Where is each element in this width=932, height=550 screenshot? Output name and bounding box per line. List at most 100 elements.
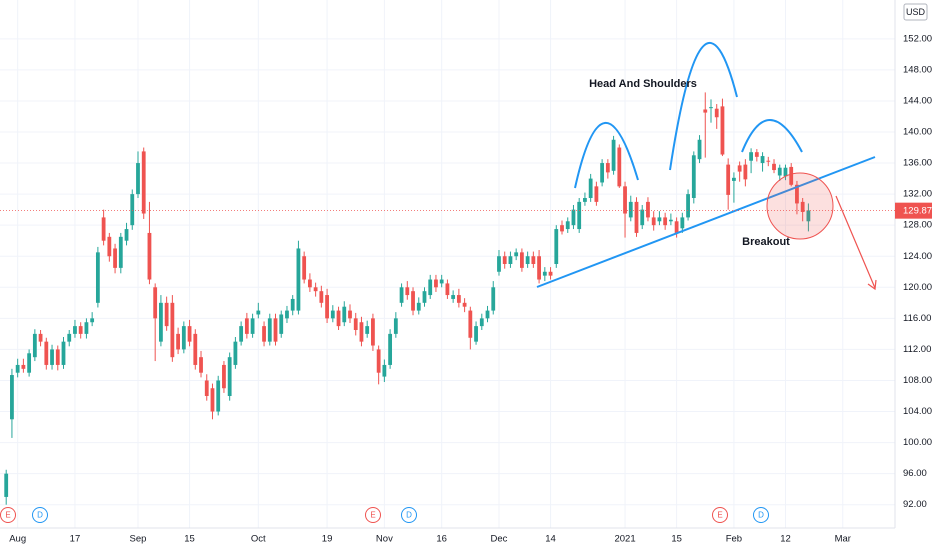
candle-body [359, 322, 364, 342]
candle-body [393, 318, 398, 334]
event-badge [0, 507, 16, 523]
candle-body [250, 318, 255, 334]
candle-body [388, 333, 393, 365]
candle-body [227, 357, 232, 396]
candle-body [256, 310, 261, 315]
candle-body [428, 279, 433, 296]
candle-body [497, 256, 501, 272]
x-tick-label: 17 [70, 534, 81, 545]
y-tick-label: 132.00 [903, 189, 932, 200]
event-badge [401, 507, 417, 523]
arrow-shaft [835, 195, 876, 289]
candle-body [737, 165, 742, 172]
right-shoulder-arc [741, 119, 803, 153]
candle-body [61, 341, 66, 365]
y-tick-label: 116.00 [903, 313, 931, 324]
candle-body [777, 167, 782, 176]
candle-body [617, 147, 622, 187]
y-tick-label: 108.00 [903, 375, 932, 386]
candle-body [153, 287, 158, 319]
candle-body [554, 229, 559, 264]
candle-body [732, 177, 736, 181]
candle-body [663, 217, 668, 226]
candle-body [147, 232, 152, 280]
candle-body [176, 333, 180, 350]
y-tick-label: 96.00 [903, 468, 927, 479]
candle-body [766, 160, 771, 162]
candle-body [84, 322, 89, 334]
candle-body [405, 287, 410, 296]
arrow [835, 195, 877, 291]
candle-body [600, 163, 605, 183]
candle-body [795, 184, 799, 204]
candle-body [285, 310, 289, 319]
candle-body [4, 473, 9, 497]
y-tick-label: 136.00 [903, 158, 932, 169]
candles [4, 92, 811, 505]
candle-body [313, 287, 318, 292]
candle-body [445, 283, 450, 296]
candle-body [279, 314, 284, 334]
annotation: Head And Shoulders [589, 78, 697, 90]
candle-body [691, 155, 696, 198]
candle-body [548, 271, 553, 276]
event-badge [365, 507, 381, 523]
event-label: D [37, 511, 43, 520]
x-tick-label: Mar [835, 534, 851, 545]
candle-body [439, 279, 444, 284]
currency-box[interactable] [903, 3, 928, 21]
candle-body [107, 236, 112, 257]
candle-body [520, 252, 524, 268]
candle-body [720, 106, 725, 155]
x-tick-label: 15 [184, 534, 195, 545]
candle-body [15, 364, 20, 373]
candle-body [244, 318, 249, 334]
arrow-head [867, 279, 877, 291]
y-tick-label: 100.00 [903, 437, 932, 448]
candle-body [491, 287, 496, 311]
candle-body [399, 287, 404, 303]
candle-body [686, 194, 690, 218]
candle-body [353, 318, 358, 330]
y-tick-label: 128.00 [903, 220, 932, 231]
candle-body [485, 310, 490, 319]
candle-body [640, 209, 645, 226]
candle-body [703, 109, 708, 113]
candle-body [479, 318, 484, 327]
y-tick-label: 144.00 [903, 95, 932, 106]
candle-body [560, 225, 564, 232]
candle-body [588, 178, 593, 198]
candle-body [382, 364, 387, 377]
y-tick-label: 152.00 [903, 33, 932, 44]
candle-body [623, 186, 627, 214]
y-tick-label: 148.00 [903, 64, 932, 75]
event-label: D [406, 511, 412, 520]
candle-body [78, 326, 83, 334]
candle-body [330, 310, 335, 319]
candle-body [462, 302, 467, 307]
candle-body [262, 326, 266, 342]
candle-body [806, 210, 811, 222]
event-label: D [758, 511, 764, 520]
candle-body [749, 152, 753, 161]
candle-body [113, 248, 117, 268]
currency[interactable]: USD [906, 7, 926, 17]
candle-body [531, 256, 536, 264]
candle-body [342, 306, 347, 323]
candle-body [789, 166, 794, 185]
candle-body [170, 302, 175, 358]
event-label: E [5, 511, 10, 520]
candle-body [416, 302, 421, 311]
candle-body [307, 279, 312, 288]
x-tick-label: Nov [376, 534, 393, 545]
candle-body [628, 201, 633, 218]
candle-body [800, 201, 805, 212]
x-tick-label: Oct [251, 534, 266, 545]
candle-body [365, 326, 370, 334]
candle-body [199, 357, 203, 373]
candle-body [101, 217, 106, 241]
candle-body [542, 271, 547, 276]
candle-body [181, 326, 186, 350]
candle-body [502, 256, 507, 264]
candle-body [32, 333, 37, 358]
